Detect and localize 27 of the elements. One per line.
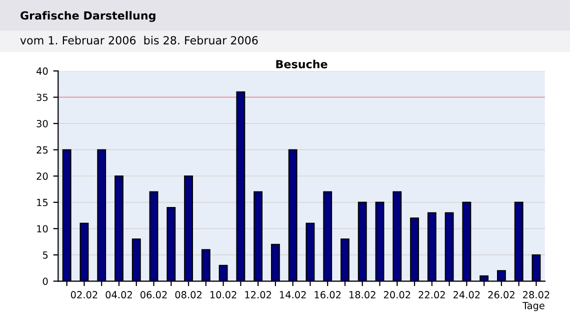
x-tick-label: 14.02 (280, 291, 306, 298)
x-tick-label: 06.02 (140, 291, 167, 298)
x-tick-label: 22.02 (418, 291, 445, 298)
y-tick-label: 30 (36, 120, 48, 128)
x-axis-title: Tage (522, 302, 544, 312)
x-tick-label: 28.02 (523, 291, 550, 298)
y-tick-label: 10 (37, 225, 48, 232)
chart-title: Besuche (276, 60, 328, 68)
x-tick-label: 12.02 (245, 291, 272, 298)
x-tick-label: 02.02 (70, 291, 98, 298)
x-tick-label: 08.02 (175, 291, 202, 298)
text: vom 1. Februar 2006 bis 28. Februar 2006 (20, 36, 258, 44)
y-tick-label: 40 (36, 67, 48, 75)
y-tick-label: 5 (42, 251, 48, 259)
x-tick-label: 10.02 (210, 291, 236, 298)
x-tick-label: 04.02 (106, 291, 132, 298)
x-tick-label: 20.02 (384, 291, 410, 298)
x-tick-label: 24.02 (453, 291, 480, 298)
y-tick-label: 20 (36, 172, 48, 180)
x-tick-label: 16.02 (314, 291, 341, 298)
y-tick-label: 35 (36, 94, 48, 102)
x-tick-label: 26.02 (488, 291, 514, 298)
y-tick-label: 15 (37, 198, 48, 206)
y-tick-label: 25 (36, 146, 48, 154)
x-tick-label: 18.02 (350, 291, 376, 298)
text: Grafische Darstellung (20, 11, 156, 22)
y-tick-label: 0 (42, 278, 48, 285)
